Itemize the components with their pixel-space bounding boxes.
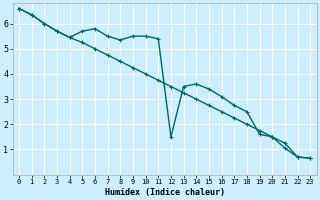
X-axis label: Humidex (Indice chaleur): Humidex (Indice chaleur) (105, 188, 225, 197)
